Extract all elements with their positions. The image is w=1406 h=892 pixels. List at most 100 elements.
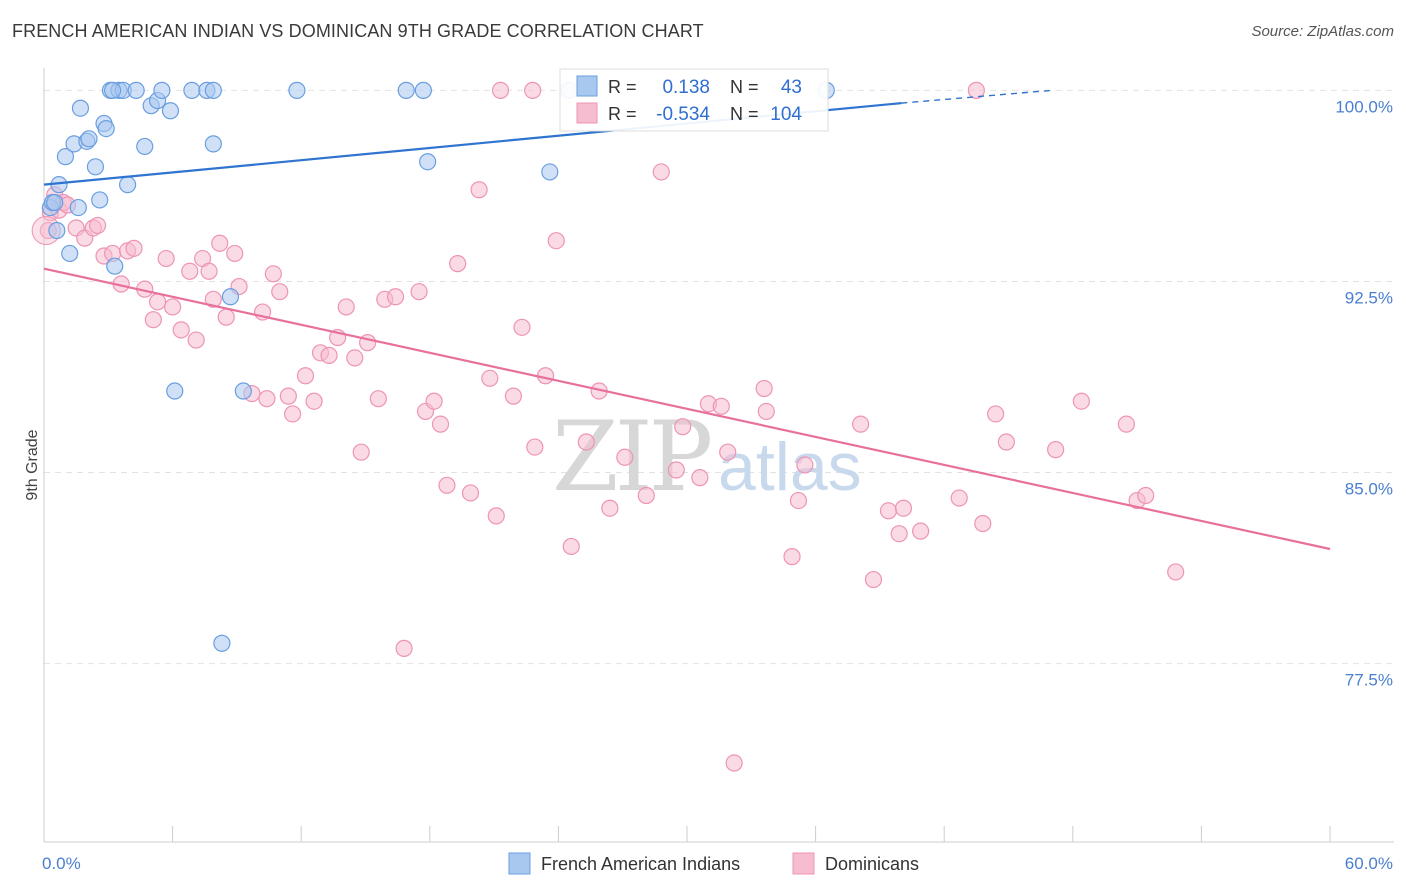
watermark: ZIP atlas (552, 401, 862, 513)
tick-labels: 77.5% 85.0% 92.5% 100.0% 0.0% 60.0% (42, 97, 1393, 873)
data-point (526, 438, 544, 456)
data-point (912, 522, 930, 540)
data-point (410, 283, 428, 301)
data-point (103, 81, 122, 99)
data-point (438, 476, 456, 494)
stats-r-value-blue: 0.138 (662, 77, 710, 98)
data-point (204, 81, 222, 99)
data-point (144, 311, 162, 329)
data-point (86, 158, 105, 176)
data-point (217, 308, 235, 326)
data-point (674, 418, 692, 436)
data-point (234, 382, 252, 400)
y-tick-label: 100.0% (1335, 97, 1393, 116)
y-tick-label: 85.0% (1345, 480, 1393, 499)
data-point (211, 234, 229, 252)
data-point (369, 390, 387, 408)
x-tick-label: 0.0% (42, 854, 81, 873)
data-point (419, 153, 437, 171)
data-point (513, 318, 531, 336)
data-point (284, 405, 302, 423)
data-point (1047, 441, 1065, 459)
data-point (271, 283, 289, 301)
data-point (200, 262, 218, 280)
data-point (183, 81, 201, 99)
data-point (221, 288, 240, 306)
stats-n-label-pink: N = (730, 104, 759, 124)
data-point (712, 397, 730, 415)
data-point (71, 99, 90, 117)
data-point (153, 81, 171, 99)
data-point (487, 507, 505, 525)
data-point (491, 81, 510, 99)
data-point (757, 402, 775, 421)
data-point (1167, 563, 1185, 581)
stats-n-label-blue: N = (730, 77, 759, 97)
data-point (864, 570, 883, 589)
data-point (967, 81, 985, 99)
data-point (164, 298, 182, 316)
data-point (547, 232, 565, 250)
data-point (88, 216, 107, 235)
chart-title: FRENCH AMERICAN INDIAN VS DOMINICAN 9TH … (12, 21, 704, 41)
data-point (504, 387, 522, 405)
x-tick-label: 60.0% (1345, 854, 1393, 873)
data-point (890, 525, 908, 543)
data-point (69, 198, 87, 217)
stats-n-value-pink: 104 (770, 104, 802, 125)
data-point (783, 548, 801, 566)
legend-swatch-blue (508, 852, 531, 875)
data-point (577, 433, 595, 451)
french-american-indians-points (41, 81, 835, 652)
data-point (80, 130, 98, 148)
data-point (637, 486, 655, 505)
data-point (796, 456, 814, 474)
legend-label-pink: Dominicans (825, 854, 919, 874)
data-point (296, 367, 315, 385)
data-point (264, 265, 282, 283)
data-point (691, 469, 709, 487)
data-point (470, 181, 488, 199)
data-point (974, 514, 992, 533)
data-point (127, 81, 145, 99)
watermark-atlas: atlas (718, 429, 862, 505)
data-point (213, 634, 231, 652)
data-point (997, 433, 1015, 451)
grid-lines (44, 89, 1394, 665)
data-point (125, 239, 143, 257)
chart-source: Source: ZipAtlas.com (1251, 23, 1394, 40)
data-point (136, 137, 154, 156)
data-point (148, 293, 167, 311)
data-point (320, 346, 338, 364)
data-point (56, 148, 75, 166)
data-point (258, 390, 276, 408)
data-point (48, 221, 66, 240)
data-point (118, 176, 137, 194)
data-point (395, 639, 413, 657)
data-point (1137, 486, 1155, 505)
stats-r-label-pink: R = (608, 104, 637, 124)
data-point (279, 387, 297, 405)
y-axis-label: 9th Grade (24, 429, 41, 500)
data-point (524, 81, 542, 99)
y-tick-label: 77.5% (1345, 671, 1393, 690)
data-point (667, 461, 685, 479)
data-point (166, 382, 184, 400)
data-point (352, 443, 370, 461)
data-point (204, 135, 222, 153)
data-point (204, 290, 222, 308)
axes (43, 68, 1394, 843)
y-tick-label: 92.5% (1345, 288, 1393, 307)
data-point (431, 415, 450, 433)
data-point (106, 257, 124, 275)
data-point (172, 321, 190, 339)
stats-swatch-blue (576, 75, 598, 97)
legend-label-blue: French American Indians (541, 854, 740, 874)
stats-box: R = 0.138 N = 43 R = -0.534 N = 104 (559, 68, 829, 132)
data-point (719, 443, 737, 461)
data-point (414, 81, 432, 99)
trend-line-pink (43, 267, 1331, 551)
data-point (397, 81, 415, 99)
data-point (562, 537, 580, 556)
data-point (950, 489, 968, 507)
